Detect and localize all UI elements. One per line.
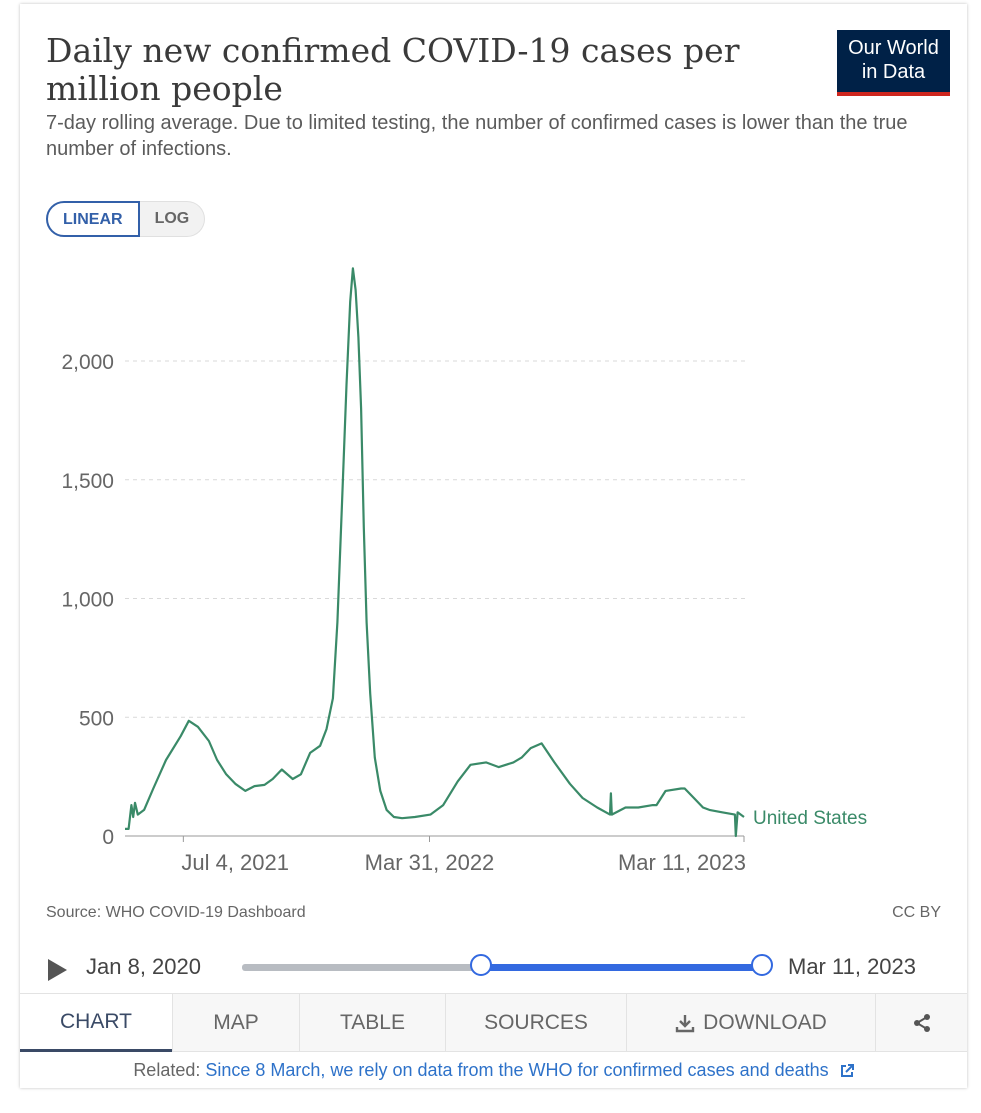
y-tick-label: 500 [79, 707, 114, 730]
tab-share[interactable] [875, 994, 967, 1052]
tab-chart-label: CHART [60, 1009, 132, 1033]
timeline-selected-range [481, 964, 762, 971]
scale-toggle: LINEAR LOG [46, 201, 206, 237]
related-link[interactable]: Since 8 March, we rely on data from the … [205, 1060, 829, 1080]
chart-subtitle: 7-day rolling average. Due to limited te… [46, 112, 908, 160]
tab-download-label: DOWNLOAD [703, 1010, 827, 1034]
license-label[interactable]: CC BY [892, 904, 941, 921]
x-tick-label: Mar 31, 2022 [365, 850, 495, 875]
series-line-united-states [125, 267, 745, 838]
play-icon[interactable] [48, 959, 67, 981]
x-tick-label: Jul 4, 2021 [181, 850, 289, 875]
y-tick-label: 1,000 [61, 589, 114, 612]
tab-sources[interactable]: SOURCES [445, 994, 626, 1052]
series-label: United States [753, 808, 867, 829]
y-tick-label: 2,000 [61, 351, 114, 374]
x-tick-label: Mar 11, 2023 [618, 850, 746, 875]
log-button[interactable]: LOG [139, 201, 206, 237]
chart-title: Daily new confirmed COVID-19 cases per m… [46, 31, 740, 108]
timeline-start-label: Jan 8, 2020 [86, 954, 201, 979]
tab-map-label: MAP [213, 1010, 259, 1034]
timeline-start-handle[interactable] [470, 954, 493, 976]
tab-download[interactable]: DOWNLOAD [626, 994, 875, 1052]
timeline-end-handle[interactable] [751, 954, 773, 976]
tab-chart[interactable]: CHART [20, 994, 172, 1052]
timeline: Jan 8, 2020 Mar 11, 2023 [48, 948, 948, 988]
download-icon [675, 1014, 695, 1032]
tab-bar: CHART MAP TABLE SOURCES DOWNLOAD [20, 993, 967, 1052]
y-tick-label: 0 [102, 826, 114, 849]
tab-sources-label: SOURCES [484, 1010, 588, 1034]
tab-table[interactable]: TABLE [299, 994, 445, 1052]
external-link-icon[interactable] [840, 1064, 854, 1078]
related-bar: Related: Since 8 March, we rely on data … [20, 1052, 967, 1088]
y-tick-label: 1,500 [61, 470, 114, 493]
timeline-track[interactable] [242, 954, 773, 976]
logo-line-2: in Data [861, 61, 926, 83]
logo-line-1: Our World [848, 37, 939, 59]
owid-logo[interactable]: Our World in Data [837, 30, 950, 96]
tab-table-label: TABLE [340, 1010, 405, 1034]
line-chart: 0 500 1,000 1,500 2,000 Jul 4, 2021 Mar 31, 20… [61, 267, 867, 875]
related-prefix: Related: [133, 1060, 201, 1080]
source-note: Source: WHO COVID-19 Dashboard [46, 904, 306, 921]
tab-map[interactable]: MAP [172, 994, 299, 1052]
linear-button[interactable]: LINEAR [46, 201, 140, 237]
timeline-end-label: Mar 11, 2023 [788, 954, 917, 979]
share-icon [913, 1013, 930, 1032]
chart-card: Daily new confirmed COVID-19 cases per m… [20, 4, 967, 1088]
